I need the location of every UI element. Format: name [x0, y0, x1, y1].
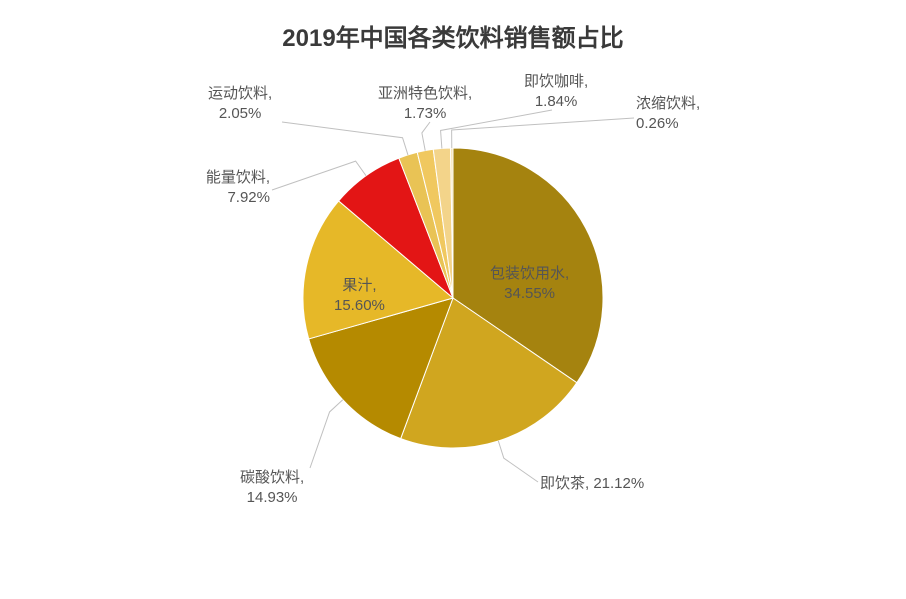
slice-label-carbonated: 碳酸饮料, 14.93%	[240, 468, 304, 509]
slice-label-text: 包装饮用水,	[490, 265, 569, 282]
slice-label-juice: 果汁, 15.60%	[334, 276, 385, 317]
slice-label-percent: 15.60%	[334, 297, 385, 314]
slice-label-rtd-tea: 即饮茶, 21.12%	[540, 474, 644, 494]
slice-label-text: 亚洲特色饮料,	[378, 85, 472, 102]
slice-label-text: 果汁,	[342, 277, 376, 294]
slice-label-percent: 7.92%	[227, 189, 270, 206]
slice-label-asian-specialty: 亚洲特色饮料, 1.73%	[378, 84, 472, 125]
slice-label-percent: 0.26%	[636, 115, 679, 132]
slice-label-packaged-water: 包装饮用水, 34.55%	[490, 264, 569, 305]
slice-label-text: 即饮咖啡,	[524, 73, 588, 90]
leader-line	[452, 118, 634, 148]
leader-line	[422, 122, 430, 151]
slice-label-concentrate: 浓缩饮料, 0.26%	[636, 94, 700, 135]
slice-label-percent: 34.55%	[504, 285, 555, 302]
slice-label-sports: 运动饮料, 2.05%	[208, 84, 272, 125]
slice-label-percent: 2.05%	[219, 105, 262, 122]
slice-label-text: 运动饮料,	[208, 85, 272, 102]
slice-label-text: 即饮茶, 21.12%	[540, 475, 644, 492]
slice-label-text: 浓缩饮料,	[636, 95, 700, 112]
slice-label-energy: 能量饮料, 7.92%	[170, 168, 270, 209]
pie-chart-container: 2019年中国各类饮料销售额占比 包装饮用水, 34.55% 即饮茶, 21.1…	[0, 0, 906, 599]
chart-title: 2019年中国各类饮料销售额占比	[0, 18, 906, 53]
slice-label-percent: 1.84%	[535, 93, 578, 110]
slice-label-text: 能量饮料,	[206, 169, 270, 186]
slice-label-percent: 1.73%	[404, 105, 447, 122]
slice-label-text: 碳酸饮料,	[240, 469, 304, 486]
slice-label-percent: 14.93%	[247, 489, 298, 506]
slice-label-rtd-coffee: 即饮咖啡, 1.84%	[524, 72, 588, 113]
